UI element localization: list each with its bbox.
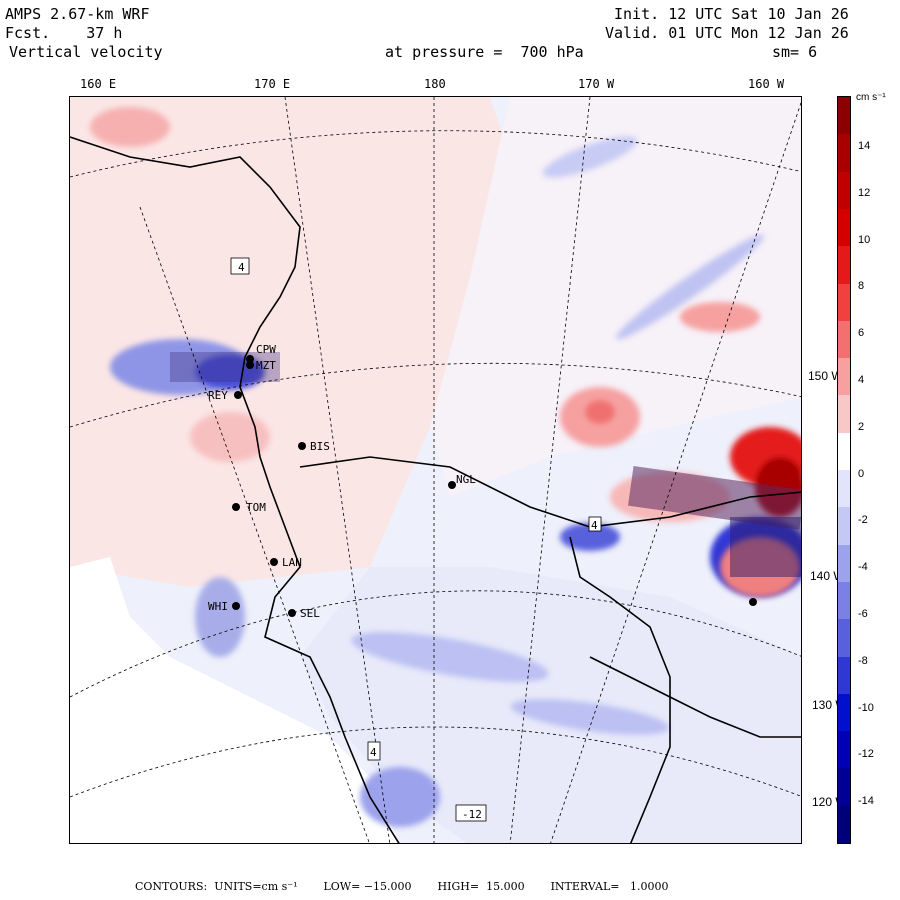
station-labels: CPW MZT REY BIS NGL TOM LAN WHI SEL bbox=[208, 343, 476, 620]
colorbar-swatch bbox=[838, 97, 850, 135]
station-label-bis: BIS bbox=[310, 440, 330, 453]
forecast-label: Fcst. 37 h bbox=[5, 24, 122, 42]
intense-convection-band bbox=[170, 352, 801, 577]
colorbar-swatch bbox=[838, 656, 850, 695]
graticule bbox=[70, 97, 801, 843]
colorbar-tick-label: -2 bbox=[858, 514, 868, 527]
station-label-rey: REY bbox=[208, 389, 228, 402]
coastline bbox=[70, 136, 801, 843]
valid-label: Valid. bbox=[605, 24, 660, 42]
lon-label-160e: 160 E bbox=[80, 77, 117, 91]
colorbar-swatch bbox=[838, 283, 850, 322]
mixed-region-north bbox=[430, 97, 801, 497]
colorbar-swatch bbox=[838, 581, 850, 620]
footer-high: HIGH= 15.000 bbox=[437, 880, 525, 893]
colorbar-swatch bbox=[838, 805, 850, 844]
lon-label-170e: 170 E bbox=[254, 77, 291, 91]
colorbar-tick-label: 4 bbox=[858, 374, 865, 386]
colorbar-swatch bbox=[838, 470, 850, 508]
lon-label-170w: 170 W bbox=[578, 77, 615, 91]
station-markers bbox=[232, 355, 757, 617]
colorbar-swatch bbox=[838, 395, 850, 434]
colorbar-tick-label: -4 bbox=[858, 561, 868, 574]
colorbar bbox=[837, 96, 851, 844]
colorbar-tick-label: 6 bbox=[858, 327, 865, 340]
station-label-sel: SEL bbox=[300, 607, 320, 620]
colorbar-swatch bbox=[838, 619, 850, 657]
lon-label-160w: 160 W bbox=[748, 77, 785, 91]
fcst-label: Fcst. bbox=[5, 24, 51, 42]
smoothing: sm= 6 bbox=[772, 43, 818, 61]
contour-label-1: 4 bbox=[238, 261, 245, 274]
map-panel[interactable]: CPW MZT REY BIS NGL TOM LAN WHI SEL 4 4 … bbox=[69, 96, 802, 844]
colorbar-tick-label: -12 bbox=[858, 748, 874, 761]
lat-label-150w: 150 W bbox=[808, 369, 843, 383]
colorbar-tick-label: -14 bbox=[858, 795, 874, 808]
contour-labels: 4 4 4 -12 bbox=[230, 257, 602, 822]
colorbar-swatch bbox=[838, 432, 850, 471]
model-title: AMPS 2.67-km WRF bbox=[5, 5, 150, 23]
colorbar-tick-label: -10 bbox=[858, 701, 874, 714]
colorbar-swatch bbox=[838, 208, 850, 247]
contour-label-2: 4 bbox=[370, 746, 377, 759]
footer-interval: INTERVAL= 1.0000 bbox=[550, 880, 669, 893]
colorbar-tick-label: -6 bbox=[858, 608, 868, 620]
white-region-southwest bbox=[70, 557, 400, 843]
colorbar-swatch bbox=[838, 134, 850, 173]
footer-low: LOW= −15.000 bbox=[323, 880, 412, 893]
colorbar-tick-label: 2 bbox=[858, 420, 865, 433]
colorbar-swatch bbox=[838, 246, 850, 284]
colorbar-tick-label: 10 bbox=[858, 233, 871, 246]
colorbar-swatch bbox=[838, 693, 850, 732]
field-name: Vertical velocity bbox=[9, 43, 163, 61]
colorbar-tick-label: 12 bbox=[858, 186, 871, 199]
station-label-tom: TOM bbox=[246, 501, 266, 514]
station-label-mzt: MZT bbox=[256, 359, 276, 372]
contour-label-4: -12 bbox=[462, 808, 482, 821]
footer-contours: CONTOURS: UNITS=cm s⁻¹ LOW= −15.000 HIGH= … bbox=[135, 880, 694, 893]
valid-value: 01 UTC Mon 12 Jan 26 bbox=[668, 24, 849, 42]
lat-label-140w: 140 W bbox=[810, 569, 845, 583]
valid-time: Valid. 01 UTC Mon 12 Jan 26 bbox=[605, 24, 849, 42]
colorbar-swatch bbox=[838, 768, 850, 807]
lon-label-180: 180 bbox=[424, 77, 446, 91]
pressure-level: at pressure = 700 hPa bbox=[385, 43, 584, 61]
colorbar-tick-label: 8 bbox=[858, 280, 865, 293]
init-time: Init. 12 UTC Sat 10 Jan 26 bbox=[614, 5, 849, 23]
init-label: Init. bbox=[614, 5, 660, 23]
colorbar-swatch bbox=[838, 544, 850, 583]
colorbar-swatch bbox=[838, 507, 850, 546]
station-label-ngl: NGL bbox=[456, 473, 476, 486]
colorbar-swatch bbox=[838, 358, 850, 396]
footer-units: CONTOURS: UNITS=cm s⁻¹ bbox=[135, 880, 298, 893]
colorbar-tick-label: -8 bbox=[858, 654, 868, 667]
map-svg: CPW MZT REY BIS NGL TOM LAN WHI SEL 4 4 … bbox=[70, 97, 801, 843]
station-label-lan: LAN bbox=[282, 556, 302, 569]
station-label-whi: WHI bbox=[208, 600, 228, 613]
positive-region-west bbox=[70, 97, 510, 587]
colorbar-swatch bbox=[838, 320, 850, 359]
colorbar-swatch bbox=[838, 731, 850, 769]
contour-label-3: 4 bbox=[591, 519, 598, 532]
init-value: 12 UTC Sat 10 Jan 26 bbox=[668, 5, 849, 23]
colorbar-unit: cm s⁻¹ bbox=[856, 92, 886, 103]
fcst-value: 37 h bbox=[86, 24, 123, 42]
colorbar-tick-label: 0 bbox=[858, 467, 865, 480]
colorbar-tick-label: 14 bbox=[858, 140, 871, 152]
station-label-cpw: CPW bbox=[256, 343, 276, 356]
colorbar-swatch bbox=[838, 171, 850, 210]
